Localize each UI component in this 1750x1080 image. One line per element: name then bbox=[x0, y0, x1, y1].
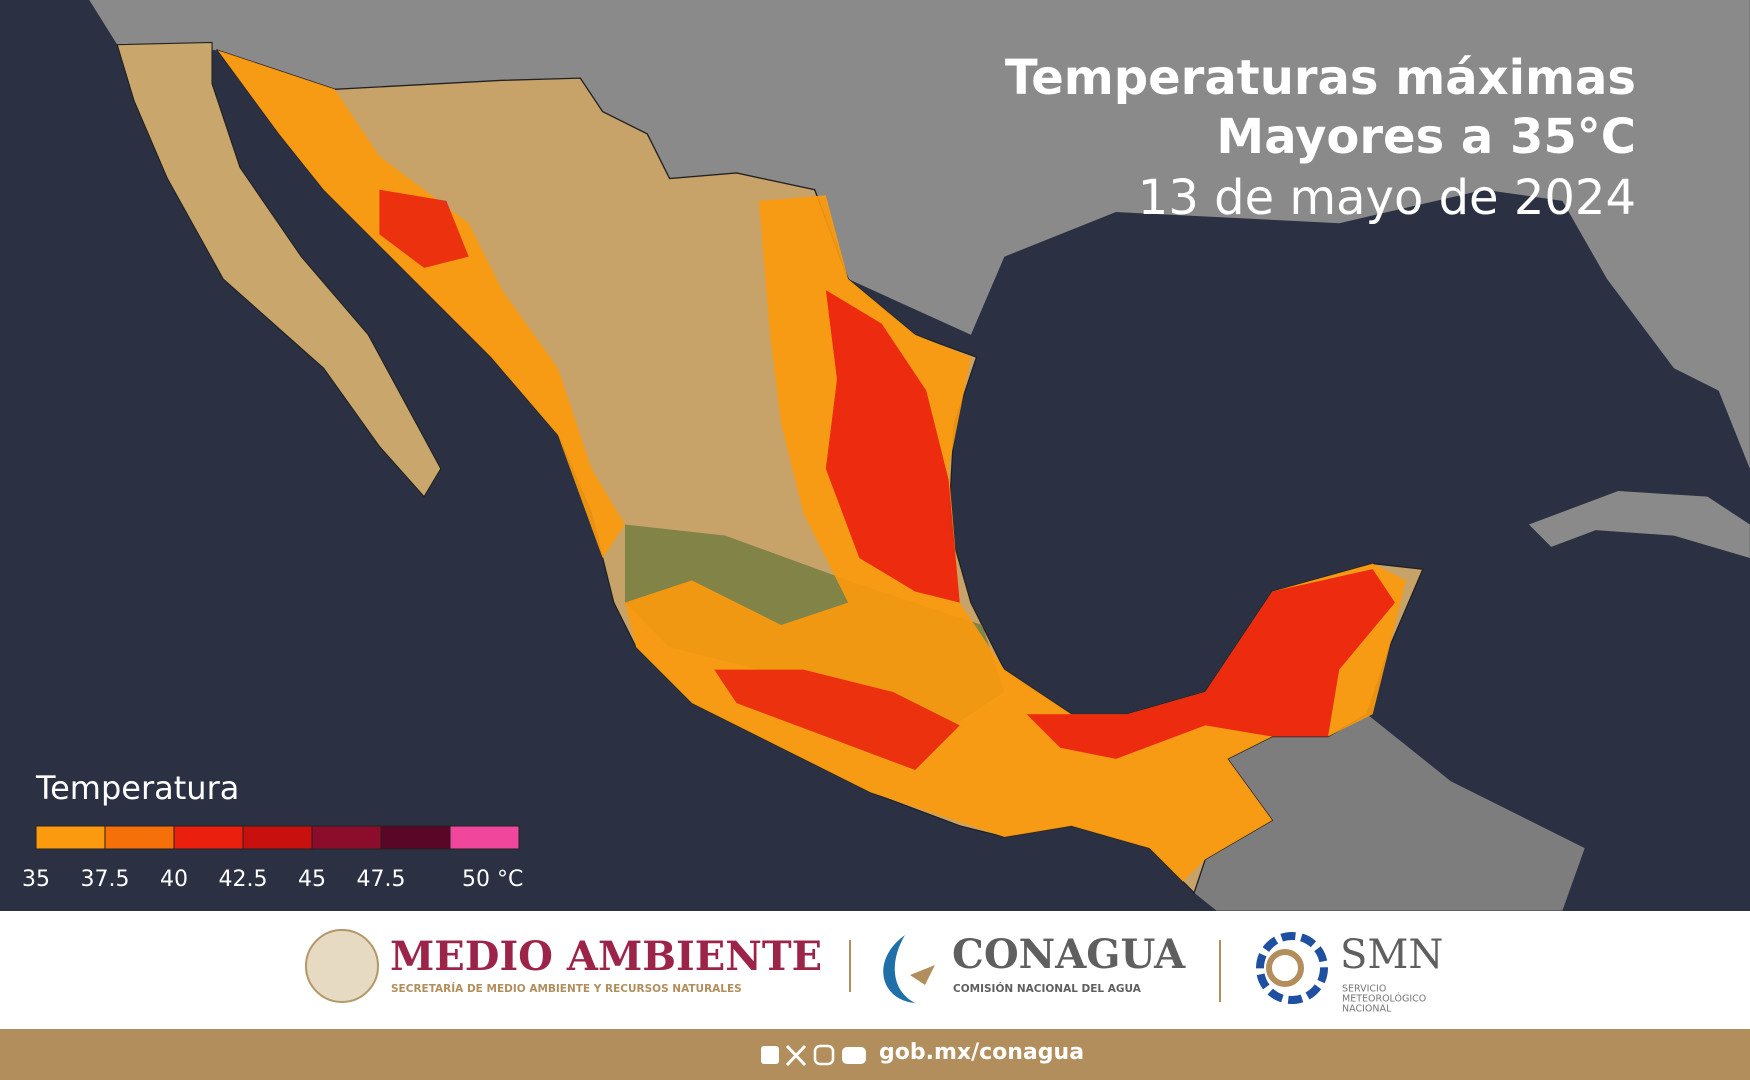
legend-label: 35 bbox=[22, 867, 50, 892]
footer-url[interactable]: gob.mx/conagua bbox=[879, 1040, 1084, 1065]
logo-smn: SMN SERVICIO METEOROLÓGICO NACIONAL bbox=[1256, 932, 1443, 1015]
logo-band bbox=[0, 911, 1750, 1029]
legend-swatch bbox=[104, 825, 175, 850]
x-icon[interactable] bbox=[785, 1044, 807, 1067]
brand-sub: SECRETARÍA DE MEDIO AMBIENTE Y RECURSOS … bbox=[391, 982, 742, 995]
instagram-icon[interactable] bbox=[813, 1044, 835, 1066]
brand: CONAGUA bbox=[952, 931, 1186, 978]
legend-swatch bbox=[35, 825, 106, 850]
date: 13 de mayo de 2024 bbox=[1138, 170, 1636, 226]
brand-sub: SERVICIO bbox=[1342, 984, 1386, 995]
conagua-icon bbox=[910, 965, 935, 985]
youtube-icon[interactable] bbox=[842, 1047, 866, 1064]
legend-swatch bbox=[173, 825, 244, 850]
legend-label: 42.5 bbox=[219, 867, 268, 892]
brand: MEDIO AMBIENTE bbox=[390, 933, 822, 980]
legend-label: 50 °C bbox=[462, 867, 523, 892]
legend-label: 47.5 bbox=[357, 867, 406, 892]
heat-red bbox=[714, 669, 960, 771]
title: Temperaturas máximas bbox=[1005, 50, 1636, 106]
legend-label: 37.5 bbox=[81, 867, 130, 892]
cuba bbox=[1528, 491, 1750, 558]
heat-red bbox=[1026, 569, 1395, 759]
smn-icon bbox=[1266, 949, 1304, 987]
heat-red bbox=[379, 189, 469, 268]
conagua-icon bbox=[883, 935, 915, 1003]
land-north bbox=[89, 0, 1750, 469]
brand-sub: COMISIÓN NACIONAL DEL AGUA bbox=[953, 982, 1142, 995]
legend-swatch bbox=[449, 825, 520, 850]
legend-swatch bbox=[242, 825, 313, 850]
legend-swatch bbox=[311, 825, 382, 850]
brand-sub: METEOROLÓGICO bbox=[1342, 993, 1426, 1005]
subtitle: Mayores a 35°C bbox=[1216, 109, 1636, 165]
heat-red bbox=[825, 290, 960, 603]
footer bbox=[0, 1029, 1750, 1080]
brand-sub: NACIONAL bbox=[1342, 1004, 1392, 1015]
smn-icon bbox=[1256, 932, 1328, 1004]
legend-label: 45 bbox=[298, 867, 326, 892]
baja-california bbox=[116, 41, 442, 498]
facebook-icon[interactable] bbox=[761, 1046, 779, 1064]
heat-orange bbox=[217, 50, 625, 558]
land-south bbox=[1194, 714, 1585, 911]
legend: Temperatura 35 37.5 40 42.5 45 47.5 50 °C bbox=[22, 769, 523, 892]
social-icons bbox=[761, 1044, 866, 1067]
coat-of-arms bbox=[305, 929, 379, 1003]
legend-swatch bbox=[380, 825, 451, 850]
legend-label: 40 bbox=[160, 867, 188, 892]
brand: SMN bbox=[1340, 932, 1443, 978]
title-block: Temperaturas máximas Mayores a 35°C 13 d… bbox=[1005, 50, 1636, 226]
logo-medio-ambiente: MEDIO AMBIENTE SECRETARÍA DE MEDIO AMBIE… bbox=[305, 929, 822, 1003]
legend-title: Temperatura bbox=[35, 769, 239, 807]
logo-conagua: CONAGUA COMISIÓN NACIONAL DEL AGUA bbox=[883, 931, 1186, 1003]
map bbox=[89, 0, 1750, 911]
